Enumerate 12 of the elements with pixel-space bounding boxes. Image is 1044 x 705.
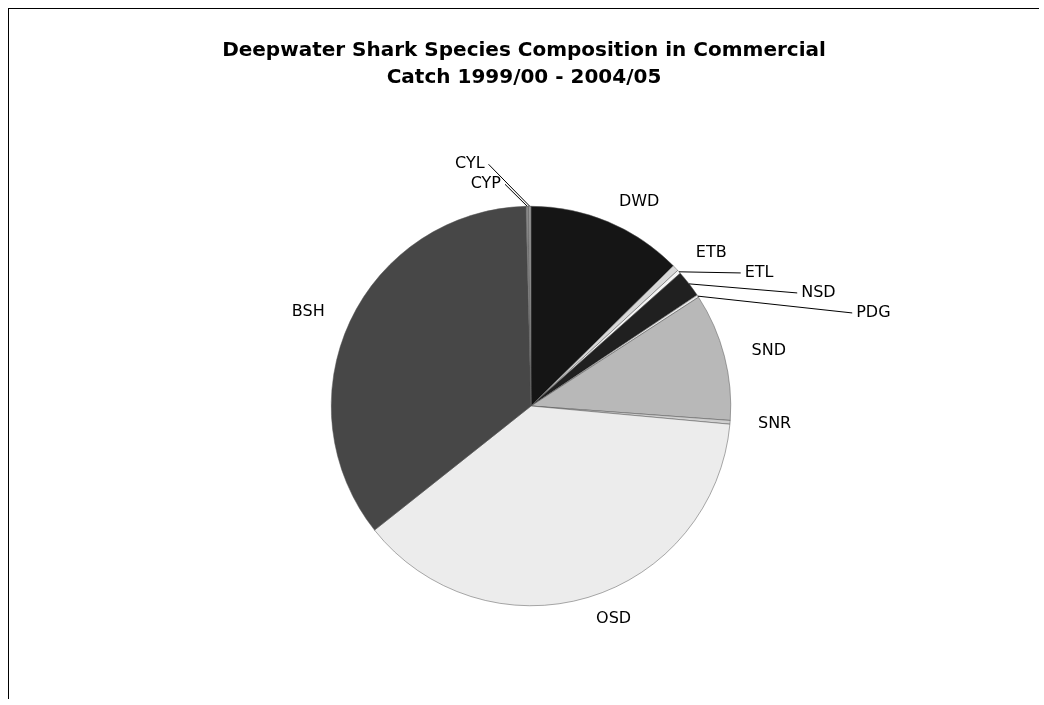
chart-title: Deepwater Shark Species Composition in Commercial Catch 1999/00 - 2004/05 <box>222 37 826 89</box>
slice-label: DWD <box>618 190 660 210</box>
slice-label: CYP <box>470 173 502 193</box>
slice-label: CYL <box>454 153 485 173</box>
slice-label: ETL <box>744 262 774 282</box>
slice-label: NSD <box>801 282 836 302</box>
slice-label: SND <box>751 339 787 359</box>
slice-label: BSH <box>291 301 325 321</box>
slice-label: ETB <box>695 242 727 262</box>
slice-label: PDG <box>856 302 891 322</box>
slice-label: OSD <box>596 607 632 627</box>
slice-label: SNR <box>757 413 792 433</box>
